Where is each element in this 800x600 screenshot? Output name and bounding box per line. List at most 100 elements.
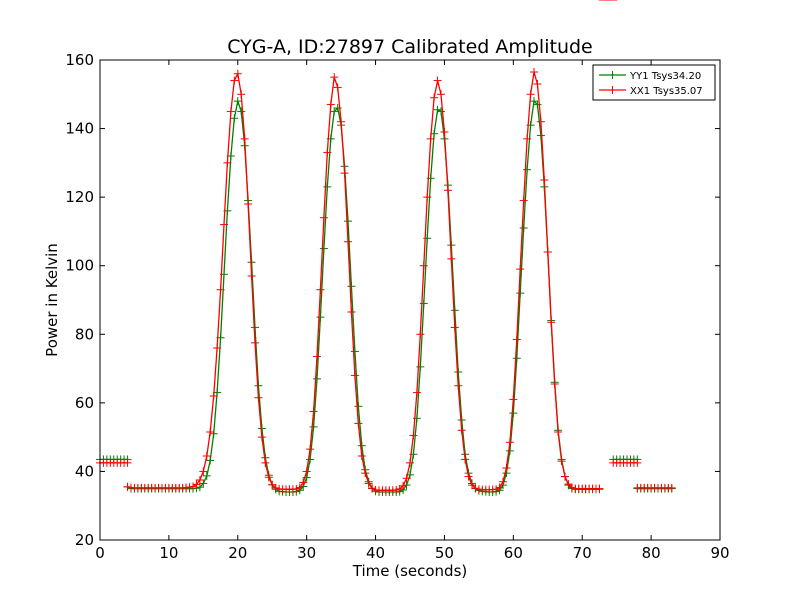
data-point bbox=[319, 213, 328, 222]
series-line bbox=[127, 71, 600, 491]
data-point bbox=[230, 76, 239, 85]
data-point bbox=[550, 380, 559, 388]
data-point bbox=[416, 330, 425, 339]
data-point bbox=[247, 272, 256, 280]
data-point bbox=[364, 479, 373, 488]
data-point bbox=[230, 114, 239, 123]
data-point bbox=[557, 457, 566, 466]
data-point bbox=[454, 381, 463, 390]
data-point bbox=[206, 456, 215, 465]
data-point bbox=[347, 282, 356, 291]
data-point bbox=[354, 402, 363, 411]
data-point bbox=[340, 169, 349, 178]
x-tick-label: 40 bbox=[366, 544, 385, 562]
data-point bbox=[443, 186, 452, 195]
data-point bbox=[512, 335, 521, 344]
data-point bbox=[199, 467, 208, 476]
data-point bbox=[299, 478, 308, 487]
legend-label-xx1: XX1 Tsys35.07 bbox=[630, 86, 703, 97]
data-point bbox=[361, 469, 370, 478]
data-point bbox=[399, 481, 408, 490]
data-point bbox=[416, 362, 425, 371]
data-point bbox=[330, 73, 339, 82]
legend-label-yy1: YY1 Tsys34.20 bbox=[629, 71, 701, 82]
data-point bbox=[295, 483, 304, 492]
data-point bbox=[237, 107, 246, 116]
data-point bbox=[519, 196, 528, 205]
data-point bbox=[595, 484, 604, 493]
data-point bbox=[323, 148, 332, 157]
data-point bbox=[502, 464, 511, 472]
data-point bbox=[519, 224, 528, 232]
data-point bbox=[437, 90, 445, 99]
data-point bbox=[233, 97, 242, 106]
data-point bbox=[223, 158, 232, 167]
data-point bbox=[505, 438, 514, 447]
data-point bbox=[368, 484, 377, 493]
data-point bbox=[206, 428, 215, 436]
data-point bbox=[523, 165, 532, 174]
y-tick-label: 100 bbox=[65, 257, 94, 275]
data-point bbox=[261, 458, 270, 467]
plot-frame bbox=[99, 59, 721, 541]
data-point bbox=[536, 117, 545, 126]
x-tick-label: 60 bbox=[504, 544, 523, 562]
data-point bbox=[292, 484, 301, 493]
axis-ticks: 0 10 20 30 40 50 60 70 80 90 20 40 60 80 100 120 140 160 bbox=[65, 51, 729, 562]
data-point bbox=[213, 344, 222, 352]
legend-box bbox=[592, 64, 716, 101]
legend: YY1 Tsys34.20 XX1 Tsys35.07 bbox=[592, 64, 716, 101]
data-point bbox=[450, 323, 459, 332]
x-tick-label: 90 bbox=[710, 544, 729, 562]
x-tick-label: 70 bbox=[573, 544, 592, 562]
data-point bbox=[512, 354, 521, 363]
data-point bbox=[509, 395, 518, 404]
data-point bbox=[533, 100, 542, 109]
data-point bbox=[271, 483, 280, 492]
data-point bbox=[412, 388, 421, 397]
data-point bbox=[461, 455, 470, 464]
data-point bbox=[409, 431, 418, 440]
data-point bbox=[406, 458, 414, 467]
data-point bbox=[447, 254, 456, 263]
data-point bbox=[209, 429, 218, 438]
data-point bbox=[240, 134, 249, 143]
data-point bbox=[330, 107, 339, 116]
data-point bbox=[523, 134, 532, 143]
x-tick-label: 10 bbox=[159, 544, 178, 562]
plot-area bbox=[100, 60, 720, 540]
data-point bbox=[202, 452, 211, 460]
data-point bbox=[633, 458, 642, 467]
data-point bbox=[526, 90, 535, 99]
data-point bbox=[209, 392, 218, 400]
data-point bbox=[495, 483, 504, 492]
y-tick-label: 140 bbox=[65, 120, 94, 138]
data-point bbox=[316, 285, 325, 294]
data-point bbox=[567, 483, 576, 492]
data-point bbox=[313, 374, 321, 383]
y-tick-label: 120 bbox=[65, 188, 94, 206]
data-point bbox=[244, 200, 253, 208]
data-point bbox=[530, 97, 538, 106]
data-point bbox=[454, 368, 463, 376]
y-tick-label: 160 bbox=[65, 51, 94, 69]
x-tick-label: 30 bbox=[297, 544, 316, 562]
data-point bbox=[189, 482, 197, 491]
data-point bbox=[492, 485, 501, 494]
data-point bbox=[430, 93, 439, 102]
x-tick-label: 20 bbox=[228, 544, 247, 562]
data-point bbox=[344, 217, 352, 226]
data-point bbox=[433, 76, 442, 85]
data-point bbox=[516, 265, 525, 274]
data-point bbox=[543, 248, 552, 256]
x-tick-label: 80 bbox=[642, 544, 661, 562]
data-point bbox=[509, 409, 518, 418]
y-tick-label: 40 bbox=[75, 462, 94, 480]
data-point bbox=[433, 105, 442, 114]
data-point bbox=[199, 479, 208, 488]
data-point bbox=[419, 299, 428, 308]
data-point bbox=[547, 318, 556, 327]
data-point bbox=[233, 69, 242, 78]
data-point bbox=[319, 244, 328, 253]
data-point bbox=[516, 289, 525, 298]
